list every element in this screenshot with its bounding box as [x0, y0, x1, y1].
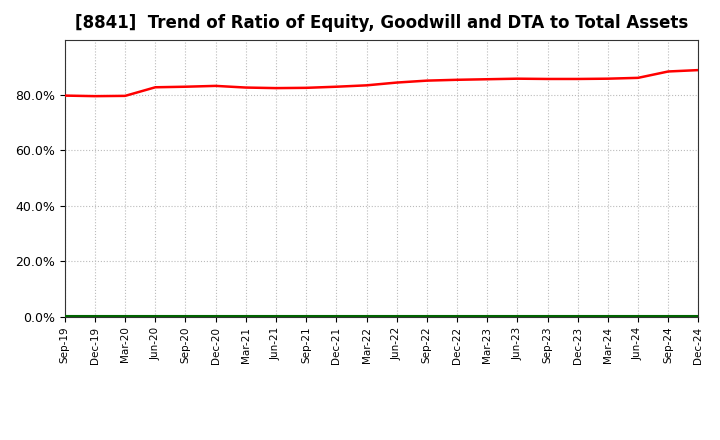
- Equity: [181, 84, 190, 89]
- Goodwill: [634, 314, 642, 319]
- Goodwill: [212, 314, 220, 319]
- Goodwill: [302, 314, 310, 319]
- Equity: [392, 80, 401, 85]
- Deferred Tax Assets: [664, 313, 672, 319]
- Deferred Tax Assets: [241, 313, 250, 319]
- Deferred Tax Assets: [181, 313, 190, 319]
- Equity: [634, 75, 642, 81]
- Goodwill: [362, 314, 371, 319]
- Equity: [664, 69, 672, 74]
- Deferred Tax Assets: [483, 313, 492, 319]
- Deferred Tax Assets: [543, 313, 552, 319]
- Goodwill: [60, 314, 69, 319]
- Goodwill: [543, 314, 552, 319]
- Equity: [271, 85, 280, 91]
- Equity: [362, 83, 371, 88]
- Goodwill: [332, 314, 341, 319]
- Deferred Tax Assets: [513, 313, 522, 319]
- Goodwill: [151, 314, 160, 319]
- Deferred Tax Assets: [694, 313, 703, 319]
- Line: Equity: Equity: [65, 70, 698, 96]
- Equity: [332, 84, 341, 89]
- Equity: [483, 77, 492, 82]
- Title: [8841]  Trend of Ratio of Equity, Goodwill and DTA to Total Assets: [8841] Trend of Ratio of Equity, Goodwil…: [75, 15, 688, 33]
- Goodwill: [513, 314, 522, 319]
- Deferred Tax Assets: [603, 313, 612, 319]
- Goodwill: [573, 314, 582, 319]
- Goodwill: [181, 314, 190, 319]
- Deferred Tax Assets: [332, 313, 341, 319]
- Equity: [694, 67, 703, 73]
- Goodwill: [121, 314, 130, 319]
- Goodwill: [392, 314, 401, 319]
- Goodwill: [453, 314, 462, 319]
- Equity: [573, 76, 582, 81]
- Equity: [513, 76, 522, 81]
- Goodwill: [483, 314, 492, 319]
- Equity: [453, 77, 462, 82]
- Deferred Tax Assets: [91, 313, 99, 319]
- Goodwill: [423, 314, 431, 319]
- Deferred Tax Assets: [362, 313, 371, 319]
- Deferred Tax Assets: [423, 313, 431, 319]
- Deferred Tax Assets: [392, 313, 401, 319]
- Equity: [603, 76, 612, 81]
- Deferred Tax Assets: [271, 313, 280, 319]
- Equity: [423, 78, 431, 83]
- Goodwill: [271, 314, 280, 319]
- Deferred Tax Assets: [453, 313, 462, 319]
- Equity: [212, 83, 220, 88]
- Goodwill: [603, 314, 612, 319]
- Deferred Tax Assets: [302, 313, 310, 319]
- Goodwill: [664, 314, 672, 319]
- Deferred Tax Assets: [60, 313, 69, 319]
- Equity: [91, 94, 99, 99]
- Deferred Tax Assets: [151, 313, 160, 319]
- Equity: [241, 85, 250, 90]
- Goodwill: [241, 314, 250, 319]
- Deferred Tax Assets: [121, 313, 130, 319]
- Equity: [302, 85, 310, 91]
- Goodwill: [694, 314, 703, 319]
- Equity: [151, 84, 160, 90]
- Deferred Tax Assets: [212, 313, 220, 319]
- Equity: [121, 93, 130, 99]
- Deferred Tax Assets: [573, 313, 582, 319]
- Equity: [60, 93, 69, 98]
- Equity: [543, 76, 552, 81]
- Goodwill: [91, 314, 99, 319]
- Deferred Tax Assets: [634, 313, 642, 319]
